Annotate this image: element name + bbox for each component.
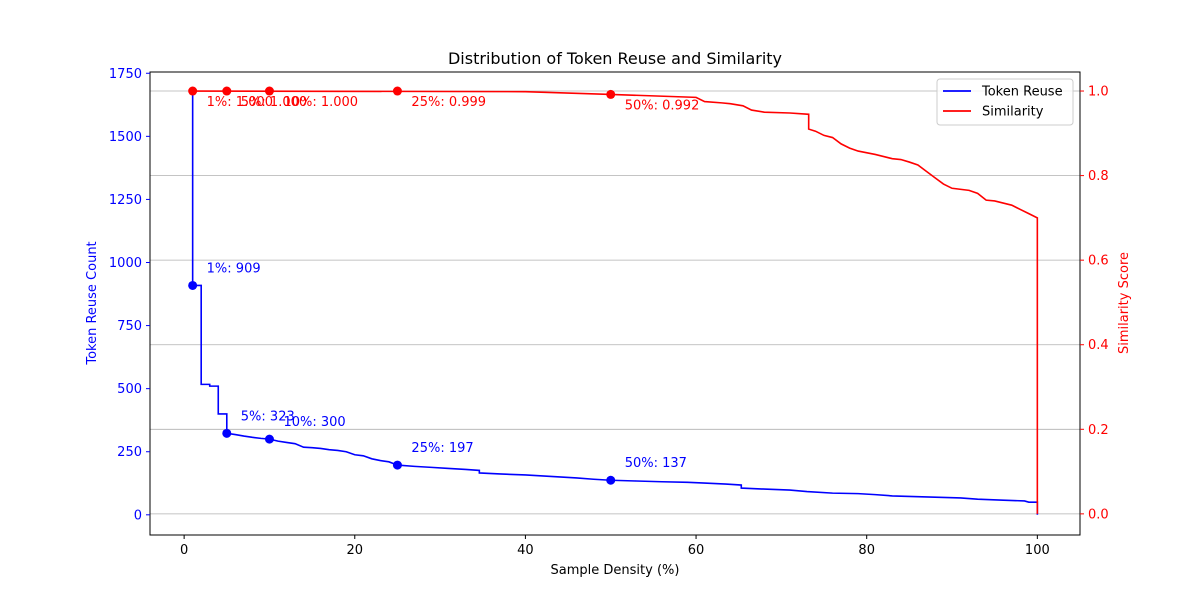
y-left-tick-label-0: 0 [134,508,142,523]
marker-0-3 [392,460,402,470]
annotation-1-1: 5%: 1.000 [241,95,307,110]
marker-0-2 [264,434,274,444]
y-right-tick-label-2: 0.4 [1088,338,1109,353]
y-left-tick-label-6: 1500 [109,130,142,145]
plot-frame [149,71,1081,536]
legend-label-0: Token Reuse [981,85,1063,100]
marker-1-4 [606,89,616,99]
marker-0-0 [188,280,198,290]
x-axis-label: Sample Density (%) [551,563,680,578]
y-left-tick-label-4: 1000 [109,256,142,271]
y-axis-label-right: Similarity Score [1117,252,1132,354]
x-tick-label-2: 40 [517,543,534,558]
marker-0-4 [606,475,616,485]
y-right-tick-label-3: 0.6 [1088,254,1109,269]
series-layer [191,90,1039,515]
marker-1-1 [222,86,232,96]
marker-1-0 [188,86,198,96]
grid [150,90,1080,515]
annotation-0-0: 1%: 909 [207,261,261,276]
y-right-tick-label-5: 1.0 [1088,85,1109,100]
legend: Token Reuse Similarity [936,78,1074,126]
annotation-0-1: 5%: 323 [241,409,295,424]
annotation-1-3: 25%: 0.999 [411,95,486,110]
y-right-tick-label-4: 0.8 [1088,169,1109,184]
y-right-tick-label-0: 0.0 [1088,507,1109,522]
x-tick-label-1: 20 [346,543,363,558]
annotation-0-3: 25%: 197 [411,441,473,456]
annotation-1-4: 50%: 0.992 [625,98,700,113]
y-right-tick-label-1: 0.2 [1088,423,1109,438]
y-left-tick-label-3: 750 [117,319,142,334]
y-left-tick-label-2: 500 [117,382,142,397]
marker-0-1 [222,428,232,438]
annotation-0-4: 50%: 137 [625,456,687,471]
marker-1-3 [392,86,402,96]
annotation-1-2: 10%: 1.000 [283,95,358,110]
y-left-tick-label-1: 250 [117,445,142,460]
series-line-similarity [192,90,1039,514]
annotation-1-0: 1%: 1.000 [207,95,273,110]
y-axis-label-left: Token Reuse Count [85,241,100,365]
marker-1-2 [264,86,274,96]
y-left-tick-label-7: 1750 [109,67,142,82]
axes-layer: 0 20 40 60 80 100025050075010001250150017500.… [109,67,1109,558]
x-tick-label-5: 100 [1025,543,1050,558]
legend-label-1: Similarity [982,105,1044,120]
chart-title: Distribution of Token Reuse and Similari… [448,49,782,68]
x-tick-label-0: 0 [180,543,188,558]
x-tick-label-3: 60 [688,543,705,558]
series-line-token-reuse [191,90,1039,515]
annotation-0-2: 10%: 300 [283,415,345,430]
x-tick-label-4: 80 [858,543,875,558]
y-left-tick-label-5: 1250 [109,193,142,208]
